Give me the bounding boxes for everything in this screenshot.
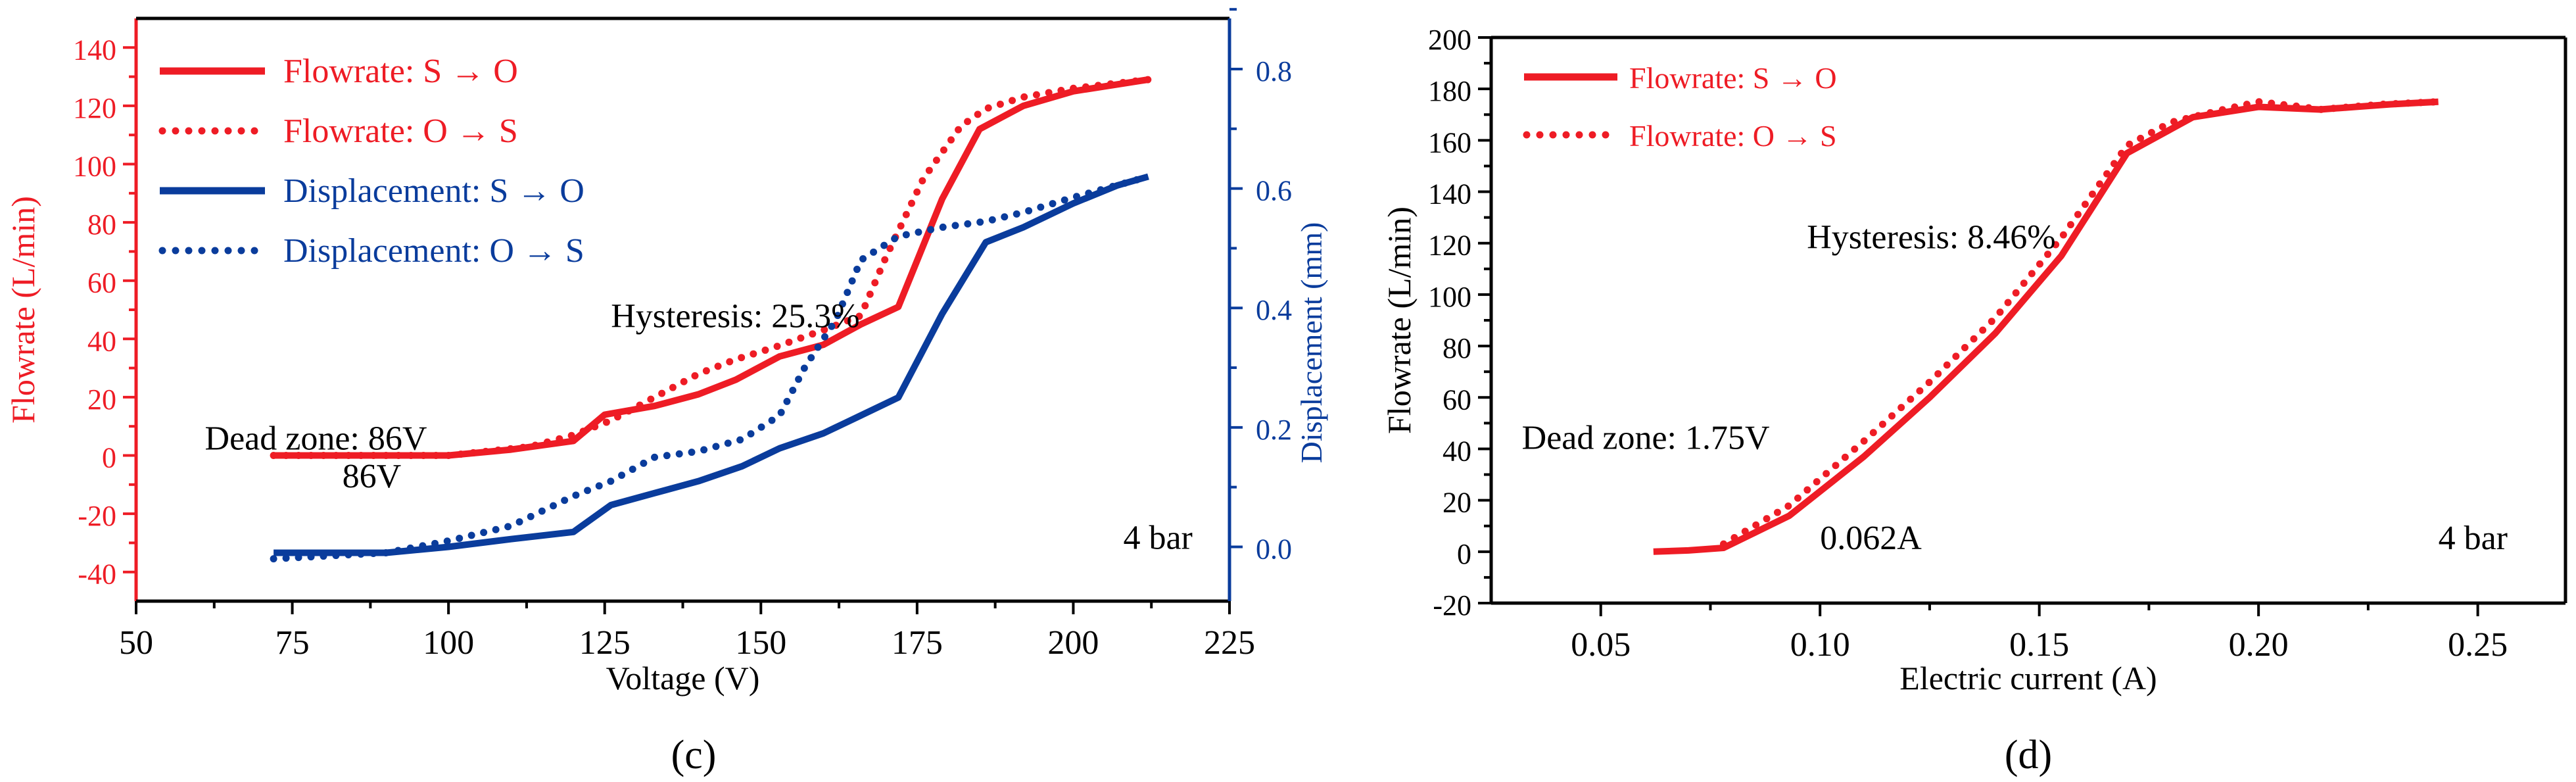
legend-label: Displacement: O → S xyxy=(283,232,584,270)
x-tick-label: 150 xyxy=(735,624,786,662)
y-axis-right-title: Displacement (mm) xyxy=(1295,222,1328,464)
x-axis-title: Electric current (A) xyxy=(1899,660,2157,696)
y-axis-title: Flowrate (L/min) xyxy=(5,196,41,424)
x-tick-label: 75 xyxy=(275,624,310,662)
series-line-1 xyxy=(270,76,1152,459)
annotation: Hysteresis: 8.46% xyxy=(1807,219,2055,257)
panel-label: (d) xyxy=(2005,733,2052,777)
y-tick-label: 100 xyxy=(1428,281,1471,313)
y-tick-label: 160 xyxy=(1428,126,1471,159)
legend-label: Flowrate: O → S xyxy=(283,112,518,150)
x-tick-label: 0.20 xyxy=(2229,626,2289,664)
y-tick-label: -20 xyxy=(78,500,116,532)
y-right-tick-label: 0.8 xyxy=(1256,55,1292,87)
y-tick-label: 40 xyxy=(1443,435,1471,467)
legend-label: Flowrate: S → O xyxy=(1629,61,1837,95)
series-line-2 xyxy=(274,173,1149,556)
x-tick-label: 0.10 xyxy=(1790,626,1850,664)
panel-label: (c) xyxy=(671,733,717,777)
y-right-tick-label: 0.2 xyxy=(1256,414,1292,446)
y-tick-label: -20 xyxy=(1433,589,1471,622)
legend-label: Displacement: S → O xyxy=(283,172,584,210)
x-tick-label: 0.25 xyxy=(2448,626,2508,664)
y-tick-label: 60 xyxy=(87,267,116,299)
y-tick-label: 180 xyxy=(1428,75,1471,107)
y-tick-label: 20 xyxy=(87,383,116,416)
annotation: 0.062A xyxy=(1820,520,1922,557)
y-tick-label: 100 xyxy=(73,151,116,183)
annotation: 4 bar xyxy=(2439,520,2508,557)
x-tick-label: 125 xyxy=(579,624,631,662)
y-axis-title: Flowrate (L/min) xyxy=(1381,207,1418,434)
annotation: 4 bar xyxy=(1123,519,1192,556)
y-tick-label: 200 xyxy=(1428,24,1471,56)
y-tick-label: 60 xyxy=(1443,383,1471,416)
y-tick-label: 140 xyxy=(73,34,116,66)
y-tick-label: 0 xyxy=(102,442,116,474)
y-tick-label: 80 xyxy=(1443,332,1471,364)
y-tick-label: 140 xyxy=(1428,178,1471,210)
legend-label: Flowrate: S → O xyxy=(283,53,518,90)
y-right-tick-label: 0.4 xyxy=(1256,294,1292,326)
y-tick-label: 40 xyxy=(87,325,116,357)
series-line-0 xyxy=(1653,98,2439,555)
y-right-tick-label: 0.6 xyxy=(1256,175,1292,207)
y-tick-label: 0 xyxy=(1457,538,1471,570)
y-tick-label: -40 xyxy=(78,558,116,591)
y-tick-label: 120 xyxy=(1428,230,1471,262)
annotation: 86V xyxy=(343,458,402,495)
legend-label: Flowrate: O → S xyxy=(1629,119,1837,153)
x-tick-label: 175 xyxy=(892,624,943,662)
x-tick-label: 200 xyxy=(1047,624,1099,662)
x-axis-title: Voltage (V) xyxy=(606,660,760,696)
x-tick-label: 50 xyxy=(119,624,153,662)
series-line-0 xyxy=(274,76,1149,459)
y-tick-label: 120 xyxy=(73,92,116,124)
annotation: Dead zone: 86V xyxy=(205,420,427,458)
x-tick-label: 0.05 xyxy=(1571,626,1631,664)
series-line-1 xyxy=(1720,98,2443,548)
annotation: Hysteresis: 25.3% xyxy=(611,298,859,335)
x-tick-label: 225 xyxy=(1204,624,1255,662)
x-tick-label: 100 xyxy=(423,624,474,662)
y-tick-label: 20 xyxy=(1443,487,1471,519)
x-tick-label: 0.15 xyxy=(2009,626,2069,664)
annotation: Dead zone: 1.75V xyxy=(1522,419,1770,456)
y-tick-label: 80 xyxy=(87,208,116,241)
y-right-tick-label: 0.0 xyxy=(1256,533,1292,565)
series-line-3 xyxy=(270,173,1152,563)
